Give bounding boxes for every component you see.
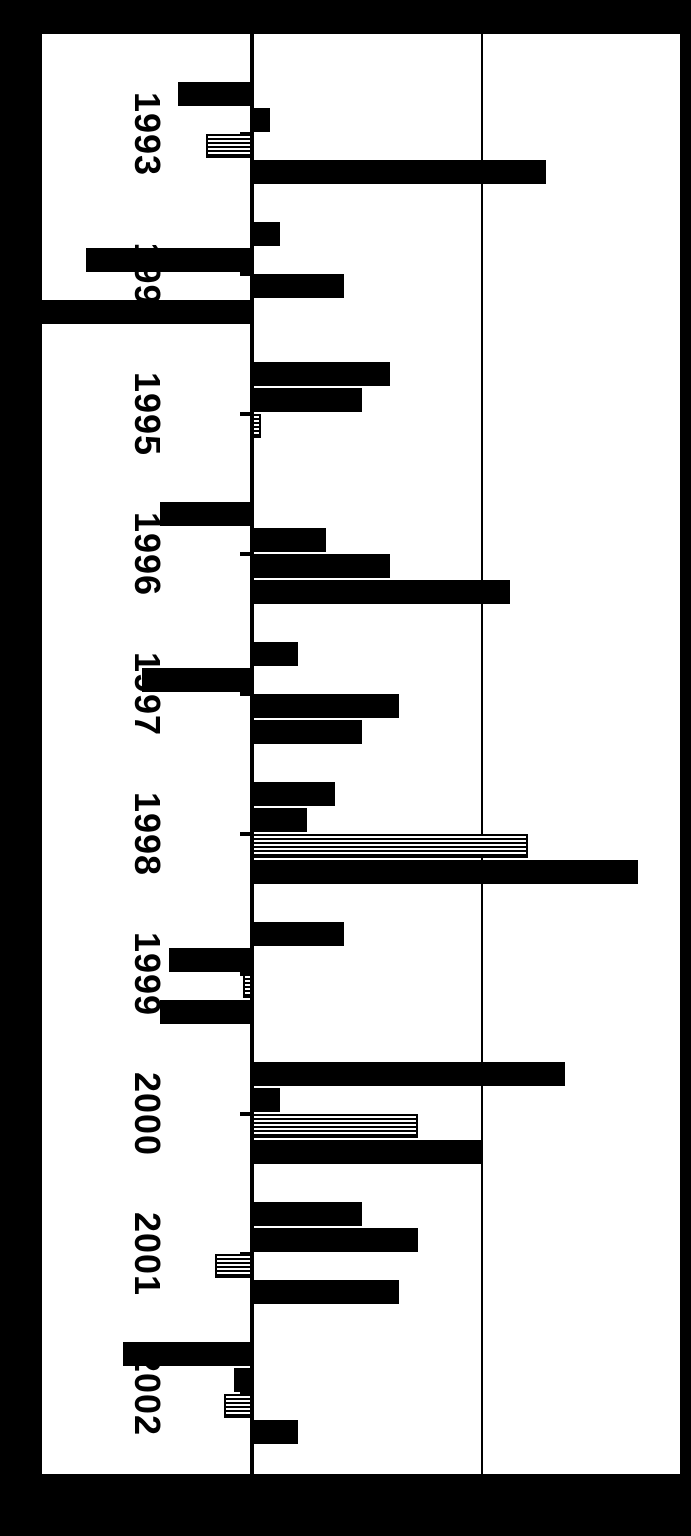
chart-container: 199319919951996199719981999200020012002	[0, 0, 691, 1536]
bar	[252, 1062, 565, 1086]
bar	[206, 134, 252, 158]
category-tick	[240, 692, 252, 696]
bar	[252, 580, 510, 604]
bar	[252, 528, 326, 552]
bar	[86, 248, 252, 272]
category-tick	[240, 272, 252, 276]
plot-area	[252, 34, 680, 1474]
bar	[252, 1088, 280, 1112]
bar	[252, 782, 335, 806]
bar	[252, 834, 528, 858]
bar	[252, 222, 280, 246]
bar	[252, 860, 638, 884]
bar	[169, 948, 252, 972]
bar	[252, 362, 390, 386]
bar	[252, 1114, 418, 1138]
bar	[252, 642, 298, 666]
bar	[178, 82, 252, 106]
bar	[0, 300, 252, 324]
bar	[252, 388, 362, 412]
bar	[252, 1420, 298, 1444]
bar	[252, 554, 390, 578]
bar	[234, 1368, 252, 1392]
bar	[252, 1228, 418, 1252]
category-tick	[240, 832, 252, 836]
year-label: 1993	[125, 64, 169, 204]
category-tick	[240, 1112, 252, 1116]
bar	[252, 1202, 362, 1226]
bar	[252, 414, 261, 438]
year-label: 1995	[125, 344, 169, 484]
bar	[215, 1254, 252, 1278]
bar	[252, 274, 344, 298]
bar	[224, 1394, 252, 1418]
bar	[252, 922, 344, 946]
bar	[243, 974, 252, 998]
bar	[252, 694, 399, 718]
gridline	[481, 34, 483, 1474]
bar	[252, 160, 546, 184]
bar	[160, 1000, 252, 1024]
year-label: 1997	[125, 624, 169, 764]
year-label: 2000	[125, 1044, 169, 1184]
category-tick	[240, 412, 252, 416]
year-label: 1998	[125, 764, 169, 904]
bar	[123, 1342, 252, 1366]
bar	[252, 808, 307, 832]
bar	[252, 108, 270, 132]
bar	[160, 502, 252, 526]
bar	[252, 1280, 399, 1304]
category-tick	[240, 552, 252, 556]
bar	[252, 720, 362, 744]
bar	[252, 1140, 482, 1164]
year-label: 2001	[125, 1184, 169, 1324]
bar	[142, 668, 252, 692]
